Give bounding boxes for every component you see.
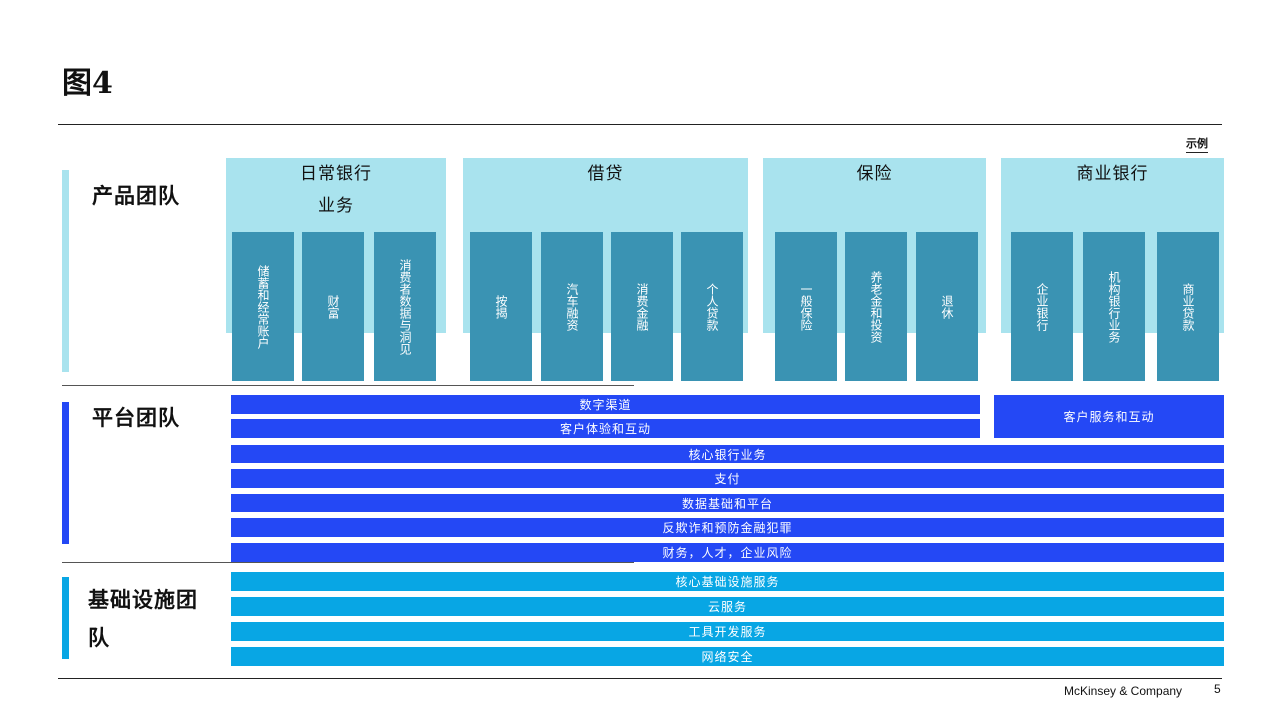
col-institutional-banking: 机构银行业务 bbox=[1083, 232, 1145, 381]
bar-customer-experience: 客户体验和互动 bbox=[231, 419, 980, 438]
header-divider bbox=[58, 124, 1222, 125]
bar-anti-fraud: 反欺诈和预防金融犯罪 bbox=[231, 518, 1224, 537]
bar-digital-channels: 数字渠道 bbox=[231, 395, 980, 414]
page-title: 图4 bbox=[62, 66, 113, 101]
footer-brand: McKinsey & Company bbox=[1064, 684, 1183, 698]
page-number: 5 bbox=[1214, 682, 1221, 696]
platform-team-label: 平台团队 bbox=[92, 405, 180, 430]
platform-team-sidebar bbox=[62, 402, 69, 544]
col-mortgage: 按揭 bbox=[470, 232, 532, 381]
bar-cloud: 云服务 bbox=[231, 597, 1224, 616]
col-savings: 储蓄和经常账户 bbox=[232, 232, 294, 381]
bar-customer-service: 客户服务和互动 bbox=[994, 395, 1224, 438]
bar-payments: 支付 bbox=[231, 469, 1224, 488]
infra-team-label: 基础设施团队 bbox=[88, 587, 198, 650]
group-commercial-banking-title: 商业银行 bbox=[1076, 164, 1149, 184]
product-team-sidebar bbox=[62, 170, 69, 372]
col-pension-investment: 养老金和投资 bbox=[845, 232, 907, 381]
infra-team-sidebar bbox=[62, 577, 69, 659]
platform-team-divider bbox=[62, 562, 634, 563]
col-consumer-data: 消费者数据与洞见 bbox=[374, 232, 436, 381]
footer-divider bbox=[58, 678, 1222, 679]
group-insurance-title: 保险 bbox=[856, 164, 893, 184]
product-team-label: 产品团队 bbox=[92, 183, 180, 208]
col-corporate-banking: 企业银行 bbox=[1011, 232, 1073, 381]
bar-core-infra: 核心基础设施服务 bbox=[231, 572, 1224, 591]
bar-tooling: 工具开发服务 bbox=[231, 622, 1224, 641]
bar-data-foundation: 数据基础和平台 bbox=[231, 494, 1224, 512]
col-auto-finance: 汽车融资 bbox=[541, 232, 603, 381]
col-consumer-finance: 消费金融 bbox=[611, 232, 673, 381]
bar-finance-talent-risk: 财务，人才，企业风险 bbox=[231, 543, 1224, 562]
col-general-insurance: 一般保险 bbox=[775, 232, 837, 381]
legend-label: 示例 bbox=[1186, 135, 1208, 153]
product-team-divider bbox=[62, 385, 634, 386]
group-daily-banking-title: 日常银行业务 bbox=[300, 164, 372, 216]
bar-core-banking: 核心银行业务 bbox=[231, 445, 1224, 463]
col-commercial-loans: 商业贷款 bbox=[1157, 232, 1219, 381]
col-retirement: 退休 bbox=[916, 232, 978, 381]
bar-cybersecurity: 网络安全 bbox=[231, 647, 1224, 666]
group-lending-title: 借贷 bbox=[587, 164, 624, 184]
col-wealth: 财富 bbox=[302, 232, 364, 381]
col-personal-loans: 个人贷款 bbox=[681, 232, 743, 381]
